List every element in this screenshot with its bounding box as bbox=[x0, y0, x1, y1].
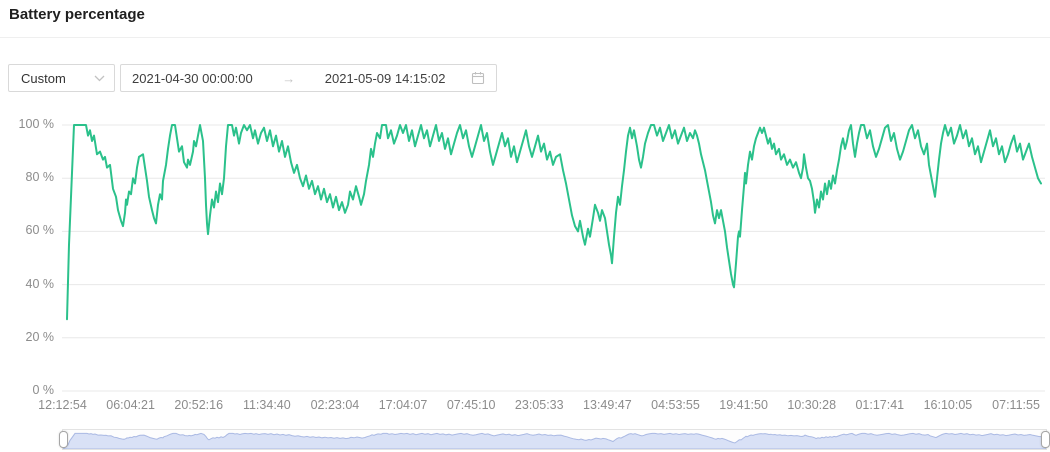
navigator-area bbox=[63, 432, 1046, 449]
x-tick-label: 13:49:47 bbox=[583, 398, 632, 412]
battery-line bbox=[66, 124, 1042, 321]
x-tick-label: 11:34:40 bbox=[242, 398, 291, 412]
start-datetime-value: 2021-04-30 00:00:00 bbox=[132, 70, 253, 86]
y-tick-label: 40 % bbox=[25, 276, 55, 291]
controls-row: Custom 2021-04-30 00:00:00 → 2021-05-09 … bbox=[8, 64, 497, 92]
y-tick-label: 20 % bbox=[25, 329, 55, 344]
y-tick-label: 60 % bbox=[25, 223, 55, 238]
x-tick-label: 20:52:16 bbox=[174, 398, 224, 412]
x-tick-label: 01:17:41 bbox=[855, 398, 905, 412]
header-divider bbox=[0, 37, 1050, 38]
arrow-right-icon: → bbox=[282, 70, 296, 86]
page-title: Battery percentage bbox=[9, 6, 145, 23]
x-tick-label: 12:12:54 bbox=[38, 398, 87, 412]
chart-plot-area bbox=[62, 124, 1045, 392]
end-datetime-value: 2021-05-09 14:15:02 bbox=[324, 70, 446, 86]
x-tick-label: 04:53:55 bbox=[651, 398, 700, 412]
gridlines bbox=[62, 124, 1045, 392]
date-range-picker[interactable]: 2021-04-30 00:00:00 → 2021-05-09 14:15:0… bbox=[120, 64, 497, 92]
y-tick-label: 100 % bbox=[18, 117, 54, 131]
x-tick-label: 07:11:55 bbox=[992, 398, 1040, 412]
datazoom-left-handle[interactable] bbox=[59, 431, 68, 448]
y-tick-label: 0 % bbox=[32, 383, 54, 397]
y-axis: 100 % 80 % 60 % 40 % 20 % 0 % bbox=[0, 117, 55, 397]
x-axis: 12:12:54 06:04:21 20:52:16 11:34:40 02:23:04… bbox=[38, 398, 1045, 416]
calendar-icon bbox=[471, 71, 485, 85]
x-tick-label: 17:04:07 bbox=[378, 398, 428, 412]
x-tick-label: 06:04:21 bbox=[106, 398, 155, 412]
range-preset-value: Custom bbox=[21, 70, 66, 86]
x-tick-label: 23:05:33 bbox=[514, 398, 564, 412]
range-preset-select[interactable]: Custom bbox=[8, 64, 115, 92]
datazoom-right-handle[interactable] bbox=[1041, 431, 1050, 448]
x-tick-label: 16:10:05 bbox=[923, 398, 973, 412]
y-tick-label: 80 % bbox=[25, 170, 55, 185]
x-tick-label: 19:41:50 bbox=[719, 398, 768, 412]
x-tick-label: 07:45:10 bbox=[446, 398, 496, 412]
x-tick-label: 02:23:04 bbox=[310, 398, 360, 412]
x-tick-label: 10:30:28 bbox=[787, 398, 837, 412]
datazoom-slider[interactable] bbox=[59, 429, 1050, 450]
chevron-down-icon bbox=[94, 75, 105, 82]
